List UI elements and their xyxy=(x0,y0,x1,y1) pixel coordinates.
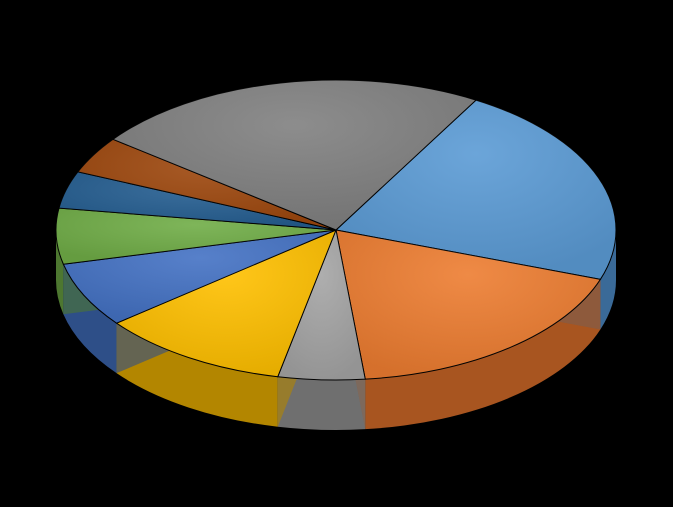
pie-chart-3d xyxy=(0,0,673,507)
